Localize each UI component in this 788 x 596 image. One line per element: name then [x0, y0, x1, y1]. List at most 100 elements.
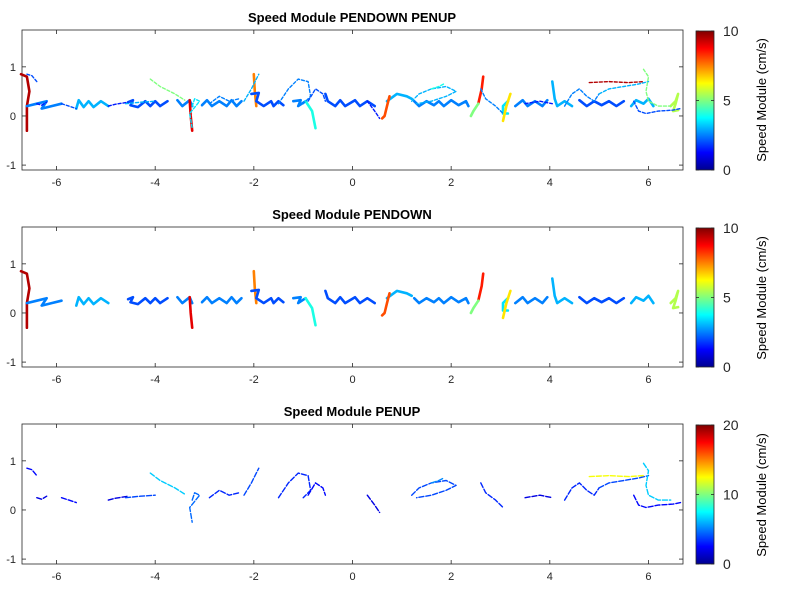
y-tick-label: -1	[6, 554, 16, 566]
penup-stroke-1-10	[277, 78, 312, 105]
penup-stroke-3-8	[208, 489, 240, 499]
colorbar-2: 0 5 10 Speed Module (cm/s)	[695, 220, 769, 375]
penup-stroke-3-14	[430, 477, 445, 484]
chart-title-2: Speed Module PENDOWN	[272, 207, 432, 222]
x-tick-label: -4	[150, 374, 160, 386]
penup-stroke-3-7	[189, 492, 201, 523]
penup-stroke-1-15	[480, 88, 504, 115]
penup-stroke-1-2	[36, 101, 48, 106]
colorbar-tick-label: 0	[723, 162, 731, 178]
colorbar-tick-label: 0	[723, 556, 731, 572]
penup-stroke-1-5	[124, 100, 156, 105]
colorbar-3: 0 10 20 Speed Module (cm/s)	[695, 417, 769, 572]
penup-stroke-3-9	[243, 467, 260, 496]
colorbar-label-3: Speed Module (cm/s)	[754, 433, 769, 557]
colorbar-tick-label: 5	[723, 93, 731, 109]
penup-stroke-1-14	[430, 83, 445, 90]
penup-stroke-1-19	[588, 80, 645, 84]
axis-ticks-2: -6 -4 -2 0 2 4 6 -1 0 1	[6, 227, 683, 386]
pendown-stroke-2-24	[669, 289, 680, 310]
stroke-group-1	[19, 68, 682, 132]
axis-ticks-1: -6 -4 -2 0 2 4 6 -1 0 1	[6, 30, 683, 189]
pendown-stroke-2-3	[75, 295, 110, 307]
chart-title-1: Speed Module PENDOWN PENUP	[248, 10, 456, 25]
pendown-stroke-1-12	[324, 92, 376, 108]
x-tick-label: -6	[52, 177, 62, 189]
pendown-stroke-2-14	[380, 292, 391, 317]
pendown-stroke-2-6	[188, 295, 194, 329]
x-tick-label: -4	[150, 177, 160, 189]
penup-stroke-1-9	[243, 73, 260, 102]
penup-stroke-3-13	[411, 479, 457, 499]
pendown-stroke-2-1	[19, 269, 31, 329]
colorbar-tick-label: 10	[723, 220, 739, 236]
chart-panel-3: Speed Module PENUP -6 -4 -2 0 2 4 6 -1 0 1 0 10 20 …	[6, 404, 769, 583]
penup-stroke-1-3	[60, 103, 77, 110]
x-tick-label: 4	[547, 177, 553, 189]
pendown-stroke-2-15	[412, 295, 470, 305]
x-tick-label: 2	[448, 571, 454, 583]
pendown-stroke-1-16	[477, 75, 485, 105]
pendown-stroke-2-10	[292, 295, 307, 305]
pendown-stroke-2-16	[477, 272, 485, 302]
y-tick-label: 0	[10, 505, 16, 517]
penup-stroke-3-4	[107, 495, 129, 501]
penup-stroke-1-12	[366, 100, 381, 120]
penup-stroke-1-4	[107, 101, 129, 107]
x-tick-label: 0	[349, 571, 355, 583]
penup-stroke-3-21	[633, 494, 682, 509]
pendown-stroke-2-20	[514, 295, 549, 305]
pendown-stroke-1-10	[292, 98, 307, 108]
pendown-stroke-2-11	[304, 296, 317, 327]
x-tick-label: -2	[249, 571, 259, 583]
penup-stroke-3-15	[480, 482, 504, 509]
penup-stroke-3-20	[642, 462, 672, 501]
colorbar-tick-label: 5	[723, 290, 731, 306]
pendown-stroke-2-17	[469, 299, 480, 315]
pendown-stroke-2-9	[250, 288, 285, 305]
plot-area-2	[21, 226, 684, 368]
penup-stroke-3-11	[307, 482, 327, 496]
colorbar-tick-label: 10	[723, 487, 739, 503]
penup-stroke-1-6	[149, 78, 186, 101]
penup-stroke-1-17	[563, 88, 600, 107]
plot-area-1	[21, 29, 684, 171]
pendown-stroke-2-23	[629, 294, 655, 305]
pendown-stroke-2-22	[578, 295, 626, 305]
penup-stroke-1-8	[208, 95, 240, 105]
penup-stroke-1-21	[633, 100, 682, 115]
x-tick-label: -2	[249, 177, 259, 189]
pendown-stroke-1-3	[75, 98, 110, 110]
y-tick-label: 1	[10, 456, 16, 468]
penup-stroke-3-6	[149, 472, 186, 495]
pendown-stroke-2-4	[126, 295, 169, 306]
penup-stroke-3-12	[366, 494, 381, 514]
colorbar-1: 0 5 10 Speed Module (cm/s)	[695, 23, 769, 178]
penup-stroke-3-16	[524, 494, 553, 499]
x-tick-label: 0	[349, 374, 355, 386]
penup-stroke-1-1	[26, 73, 38, 83]
chart-panel-1: Speed Module PENDOWN PENUP -6 -4 -2 0 2 4 6 -1 0…	[6, 10, 769, 189]
x-tick-label: 2	[448, 177, 454, 189]
pendown-stroke-1-15	[412, 98, 470, 108]
axis-ticks-3: -6 -4 -2 0 2 4 6 -1 0 1	[6, 424, 683, 583]
penup-stroke-3-2	[36, 495, 48, 500]
x-tick-label: 4	[547, 374, 553, 386]
pendown-stroke-2-12	[324, 289, 376, 305]
x-tick-label: -4	[150, 571, 160, 583]
x-tick-label: -6	[52, 571, 62, 583]
pendown-stroke-1-20	[514, 98, 549, 108]
pendown-stroke-2-7	[200, 295, 243, 305]
penup-stroke-1-20	[642, 68, 672, 107]
pendown-stroke-1-2	[25, 99, 63, 110]
pendown-stroke-1-24	[669, 92, 680, 113]
x-tick-label: 6	[645, 177, 651, 189]
pendown-stroke-1-13	[385, 92, 413, 103]
x-tick-label: 6	[645, 571, 651, 583]
y-tick-label: 1	[10, 62, 16, 74]
pendown-stroke-1-14	[380, 95, 391, 120]
stroke-group-3	[26, 462, 682, 523]
pendown-stroke-1-22	[578, 98, 626, 108]
x-tick-label: 2	[448, 374, 454, 386]
